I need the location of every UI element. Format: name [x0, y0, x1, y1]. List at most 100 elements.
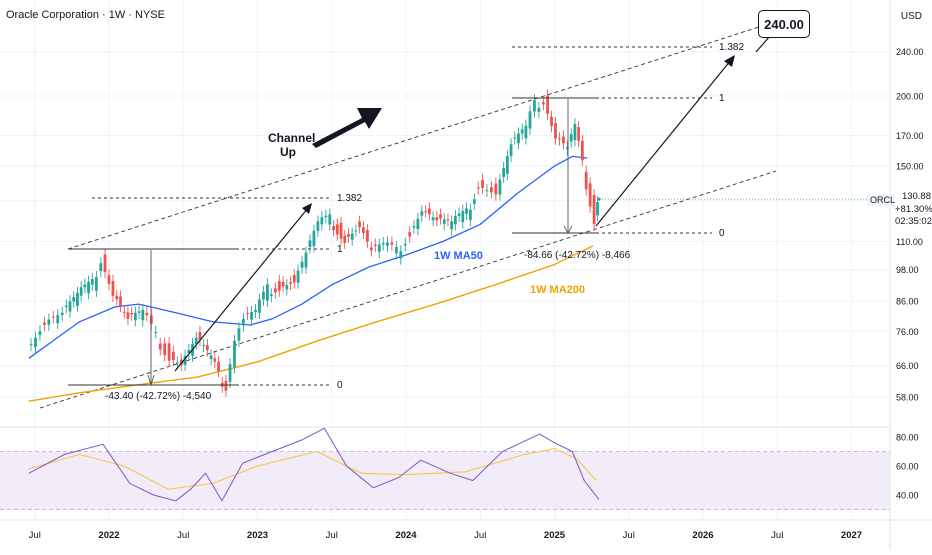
- candle-body: [217, 361, 220, 372]
- candle-body: [79, 287, 83, 296]
- fib2-label-1382: 1.382: [719, 42, 744, 53]
- candle-body: [254, 309, 257, 312]
- fib1-label-1: 1: [337, 244, 343, 255]
- fib2-label-1: 1: [719, 93, 725, 104]
- candle-body: [154, 331, 158, 333]
- candle-body: [541, 102, 545, 105]
- candle-body: [209, 355, 213, 360]
- candle-body: [258, 299, 261, 313]
- candle-body: [513, 137, 517, 139]
- last-price-change: +81.30%: [895, 203, 932, 215]
- candle-body: [320, 217, 324, 225]
- time-axis-tick-label: Jul: [326, 530, 338, 541]
- price-axis-tick-label: 150.00: [896, 161, 924, 171]
- candle-body: [60, 312, 64, 316]
- rsi-line: [28, 427, 600, 502]
- candle-body: [296, 270, 300, 283]
- price-axis-tick-label: 200.00: [896, 92, 924, 102]
- candle-body: [347, 234, 350, 237]
- candle-body: [119, 296, 122, 306]
- fib2-measure-text: -84.66 (-42.72%) -8,466: [524, 250, 631, 261]
- interval-label[interactable]: 1W: [108, 9, 126, 21]
- price-axis-tick-label: 98.00: [896, 265, 919, 275]
- fib2-measure-arrowhead: [563, 225, 573, 234]
- currency-label[interactable]: USD: [900, 11, 922, 22]
- candle-body: [427, 208, 431, 215]
- candle-body: [328, 214, 332, 225]
- ma200-label: 1W MA200: [530, 284, 585, 296]
- candle-body: [465, 208, 468, 214]
- candle-body: [412, 226, 416, 228]
- candle-body: [29, 344, 33, 346]
- candle-body: [130, 313, 134, 315]
- candle-body: [580, 140, 584, 161]
- candle-body: [442, 219, 446, 225]
- candle-body: [262, 291, 265, 300]
- channel-upper-line: [67, 25, 763, 250]
- candle-body: [350, 233, 354, 240]
- ma50-line: [28, 155, 588, 359]
- candle-body: [403, 243, 407, 246]
- candle-body: [524, 125, 528, 139]
- candle-body: [137, 311, 141, 313]
- candle-body: [435, 217, 439, 221]
- time-axis-tick-label: 2026: [692, 530, 713, 541]
- time-axis-tick-label: 2023: [247, 530, 268, 541]
- candle-body: [394, 246, 398, 254]
- target-price-text: 240.00: [764, 16, 804, 32]
- projection-arrow-1-head: [302, 203, 312, 214]
- time-axis-tick-label: 2024: [395, 530, 417, 541]
- candle-body: [183, 355, 187, 365]
- candle-body: [241, 318, 245, 326]
- candle-body: [285, 285, 289, 290]
- fib2-label-0: 0: [719, 228, 725, 239]
- candle-body: [87, 281, 90, 294]
- target-callout-pointer: [755, 35, 771, 53]
- candle-body: [289, 282, 292, 284]
- fib1-label-1382: 1.382: [337, 193, 362, 204]
- candle-body: [489, 187, 493, 193]
- candle-body: [115, 295, 119, 300]
- candle-body: [224, 380, 228, 391]
- candle-body: [528, 111, 532, 129]
- time-axis-tick-label: Jul: [771, 530, 783, 541]
- candle-body: [558, 138, 561, 140]
- candle-body: [596, 202, 599, 216]
- candle-body: [312, 230, 316, 247]
- candle-body: [202, 345, 206, 347]
- candle-body: [111, 281, 115, 296]
- ma50-label: 1W MA50: [434, 250, 483, 262]
- candle-body: [99, 263, 103, 272]
- price-axis-tick-label: 86.00: [896, 297, 919, 307]
- candle-body: [324, 215, 328, 218]
- time-axis-tick-label: 2022: [98, 530, 119, 541]
- candle-body: [354, 230, 358, 232]
- symbol-name: Oracle Corporation: [6, 9, 99, 21]
- candle-body: [158, 343, 162, 350]
- time-axis-tick-label: Jul: [177, 530, 189, 541]
- price-axis-tick-label: 58.00: [896, 393, 919, 403]
- candle-body: [565, 147, 569, 150]
- channel-up-arrow: [312, 108, 382, 148]
- fib1-label-0: 0: [337, 380, 343, 391]
- exchange-label: NYSE: [135, 9, 165, 21]
- candle-body: [416, 218, 420, 230]
- candle-body: [308, 240, 312, 247]
- channel-label-line2: Up: [280, 145, 296, 159]
- candle-body: [485, 190, 489, 192]
- candle-body: [163, 343, 167, 356]
- candle-body: [246, 313, 249, 315]
- candle-body: [141, 309, 145, 321]
- candle-body: [577, 127, 581, 141]
- rsi-axis-tick-label: 80.00: [896, 433, 919, 443]
- candle-body: [179, 359, 183, 365]
- candle-body: [550, 116, 553, 127]
- rsi-axis-tick-label: 40.00: [896, 491, 919, 501]
- candle-body: [76, 292, 79, 306]
- candle-body: [365, 230, 369, 242]
- price-axis-tick-label: 240.00: [896, 47, 924, 57]
- title-separator-2: ·: [128, 9, 136, 21]
- candle-body: [362, 227, 365, 233]
